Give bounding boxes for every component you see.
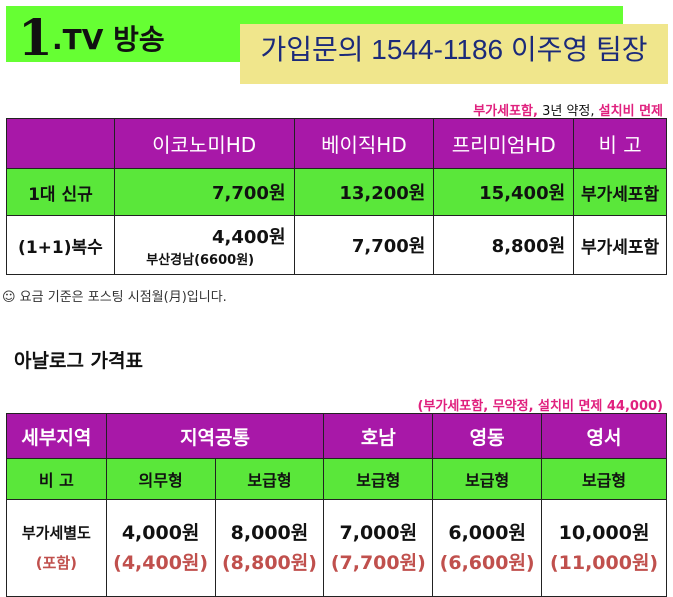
analog-price-table: 세부지역 지역공통 호남 영동 영서 비 고 의무형 보급형 보급형 보급형 보…	[6, 413, 667, 597]
header-cell: 호남	[323, 413, 434, 459]
subheader-cell: 보급형	[541, 458, 667, 500]
subheader-cell: 의무형	[105, 458, 216, 500]
header-cell: 영동	[432, 413, 543, 459]
price-cell: 4,400원 부산경남(6600원)	[113, 215, 295, 275]
table-row: 1대 신규 7,700원 13,200원 15,400원 부가세포함	[6, 168, 667, 216]
header-cell: 비 고	[573, 118, 667, 169]
price-cell: 8,000원 (8,800원)	[214, 499, 325, 597]
header-cell: 지역공통	[105, 413, 325, 459]
remark-cell: 부가세포함	[573, 215, 667, 275]
header-cell: 프리미엄HD	[433, 118, 575, 169]
row-label: 1대 신규	[6, 168, 115, 216]
header-cell: 이코노미HD	[113, 118, 295, 169]
header-cell: 세부지역	[6, 413, 107, 459]
header-cell	[6, 118, 115, 169]
subheader-cell: 보급형	[432, 458, 543, 500]
subheader-cell: 보급형	[323, 458, 434, 500]
pricing-footnote: ☺ 요금 기준은 포스팅 시점월(月)입니다.	[2, 290, 227, 305]
row-label: (1+1)복수	[6, 215, 115, 275]
price-cell: 4,000원 (4,400원)	[105, 499, 216, 597]
price-cell: 8,800원	[433, 215, 575, 275]
price-cell: 7,000원 (7,700원)	[323, 499, 434, 597]
price-cell: 13,200원	[293, 168, 435, 216]
price-cell: 6,000원 (6,600원)	[432, 499, 543, 597]
subheader-cell: 비 고	[6, 458, 107, 500]
price-cell: 10,000원 (11,000원)	[541, 499, 667, 597]
table-header-row: 이코노미HD 베이직HD 프리미엄HD 비 고	[6, 118, 667, 169]
table-row: 부가세별도 (포함) 4,000원 (4,400원) 8,000원 (8,800…	[6, 499, 667, 597]
digital-price-table: 이코노미HD 베이직HD 프리미엄HD 비 고 1대 신규 7,700원 13,…	[6, 118, 667, 275]
analog-note: (부가세포함, 무약정, 설치비 면제 44,000)	[417, 399, 663, 414]
digital-note: 부가세포함, 3년 약정, 설치비 면제	[473, 104, 663, 119]
remark-cell: 부가세포함	[573, 168, 667, 216]
price-cell: 15,400원	[433, 168, 575, 216]
subheader-cell: 보급형	[214, 458, 325, 500]
table-subheader-row: 비 고 의무형 보급형 보급형 보급형 보급형	[6, 458, 667, 500]
price-cell: 7,700원	[293, 215, 435, 275]
header-cell: 영서	[541, 413, 667, 459]
region-note: 부산경남(6600원)	[146, 252, 255, 268]
header-cell: 베이직HD	[293, 118, 435, 169]
section-title: .TV 방송	[52, 23, 165, 56]
analog-section-title: 아날로그 가격표	[14, 350, 143, 372]
price-cell: 7,700원	[113, 168, 295, 216]
row-label: 부가세별도 (포함)	[6, 499, 107, 597]
table-row: (1+1)복수 4,400원 부산경남(6600원) 7,700원 8,800원…	[6, 215, 667, 275]
section-number: 1	[18, 8, 53, 67]
table-header-row: 세부지역 지역공통 호남 영동 영서	[6, 413, 667, 459]
contact-banner: 가입문의 1544-1186 이주영 팀장	[240, 24, 668, 84]
